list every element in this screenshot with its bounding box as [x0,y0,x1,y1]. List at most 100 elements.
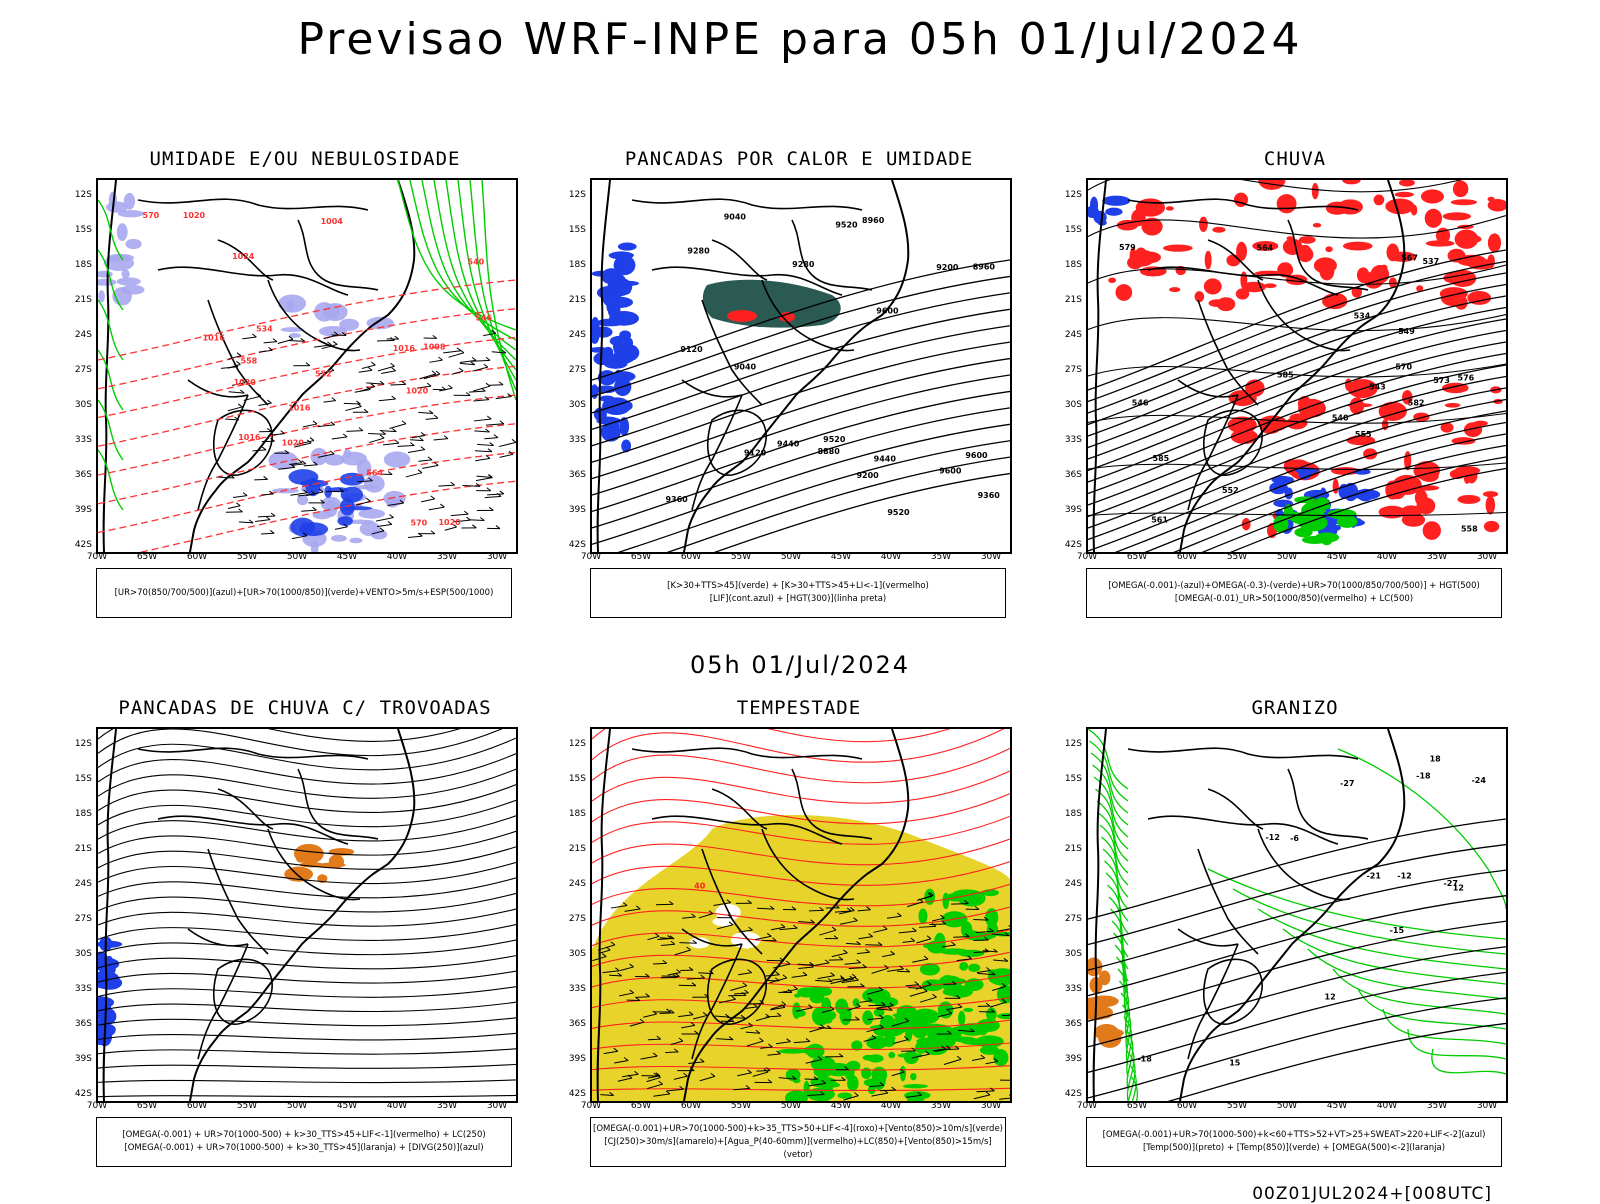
shaded-area [871,1067,887,1083]
streamline [98,971,516,983]
longitude-tick-label: 70W [82,1101,112,1111]
wind-arrow [487,494,504,495]
map-panel-5: 40 [590,727,1012,1103]
wind-arrow [258,516,275,517]
shaded-area [321,497,341,511]
shaded-area [604,359,628,369]
caption-line: [UR>70(850/700/500)](azul)+[UR>70(1000/8… [97,587,511,600]
wind-arrow-head [432,371,436,374]
shaded-area [121,269,129,278]
panel-title: UMIDADE E/OU NEBULOSIDADE [76,148,534,170]
caption-line: [OMEGA(-0.001) + UR>70(1000-500) + k>30_… [97,1129,511,1142]
latitude-tick-label: 27S [66,365,92,375]
wind-arrow [438,485,454,486]
streamline [98,816,516,841]
contour-label: 540 [1332,413,1349,422]
wind-arrow-head [390,363,394,366]
wind-arrow-head [402,381,406,384]
shaded-area [1098,1028,1122,1048]
wind-arrow [476,478,492,481]
wind-arrow [301,510,316,511]
wind-arrow [261,533,274,534]
valid-time-stamp: 05h 01/Jul/2024 [0,651,1600,679]
shaded-area [1399,180,1415,187]
shaded-area [958,950,985,957]
contour-label: 558 [1461,524,1478,533]
shaded-area [296,851,305,862]
shaded-area [1426,240,1455,246]
shaded-area [1166,206,1174,210]
wind-arrow [390,424,406,429]
shaded-area [1455,230,1479,249]
wind-arrow-head [486,357,490,360]
wind-arrow [398,445,415,446]
green-contour [1088,729,1128,789]
wind-arrow [485,496,501,497]
contour-label: 552 [315,369,332,378]
longitude-tick-label: 35W [1422,1101,1452,1111]
wind-arrow-head [266,517,270,520]
latitude-tick-label: 33S [560,435,586,445]
contour-label: 8880 [818,447,841,456]
wind-arrow [448,353,463,358]
wind-arrow [258,403,271,405]
map-canvas: 5855855825795765735705675645615585555525… [1088,180,1506,552]
shaded-area [602,397,631,415]
wind-arrow [359,370,372,372]
wind-arrow [1002,1015,1010,1016]
longitude-tick-label: 35W [432,552,462,562]
contour-label: -12 [1397,871,1411,880]
streamline [98,729,516,741]
shaded-area [1314,257,1337,273]
wind-arrow [426,418,438,419]
wind-arrow [469,391,486,392]
shaded-area [1395,192,1414,198]
longitude-tick-label: 65W [626,552,656,562]
west-border [104,180,116,552]
wind-arrow [475,451,492,452]
shaded-area [1337,515,1358,528]
contour-line [1088,921,1506,1021]
latitude-tick-label: 12S [66,190,92,200]
latitude-tick-label: 24S [560,879,586,889]
contour-label: 552 [1222,486,1239,495]
streamline [98,1095,516,1096]
wind-arrow [390,384,405,385]
latitude-tick-label: 36S [66,470,92,480]
wind-arrow [500,454,513,457]
contour-label: 534 [256,325,273,334]
shaded-area [1423,521,1441,540]
contour-line [1088,998,1506,1098]
wind-arrow-head [486,383,490,386]
shaded-area [930,1039,939,1045]
shaded-area [1425,209,1442,228]
run-time-stamp: 00Z01JUL2024+[008UTC] [1252,1184,1492,1204]
latitude-tick-label: 27S [1056,365,1082,375]
wind-arrow [377,340,394,341]
shaded-area [968,964,980,972]
shaded-area [1115,284,1132,301]
wind-arrow [434,439,448,440]
longitude-tick-label: 55W [232,552,262,562]
wind-arrow [381,371,395,374]
wind-arrow-head [431,496,435,499]
latitude-tick-label: 18S [1056,809,1082,819]
contour-line [1088,896,1506,996]
longitude-tick-label: 70W [82,552,112,562]
streamline [592,729,1010,742]
shaded-area [961,1038,990,1045]
contour-label: -27 [1340,779,1354,788]
contour-line [98,280,516,360]
wind-arrow [356,501,370,505]
shaded-area [98,271,113,278]
wind-arrow [767,960,784,961]
wind-arrow [865,945,882,946]
wind-arrow [484,438,498,439]
latitude-tick-label: 42S [560,540,586,550]
latitude-tick-label: 30S [66,949,92,959]
shaded-area [310,448,327,465]
contour-label: 570 [411,518,428,527]
contour-label: 573 [1433,376,1450,385]
latitude-tick-label: 21S [66,844,92,854]
latitude-tick-label: 12S [66,739,92,749]
